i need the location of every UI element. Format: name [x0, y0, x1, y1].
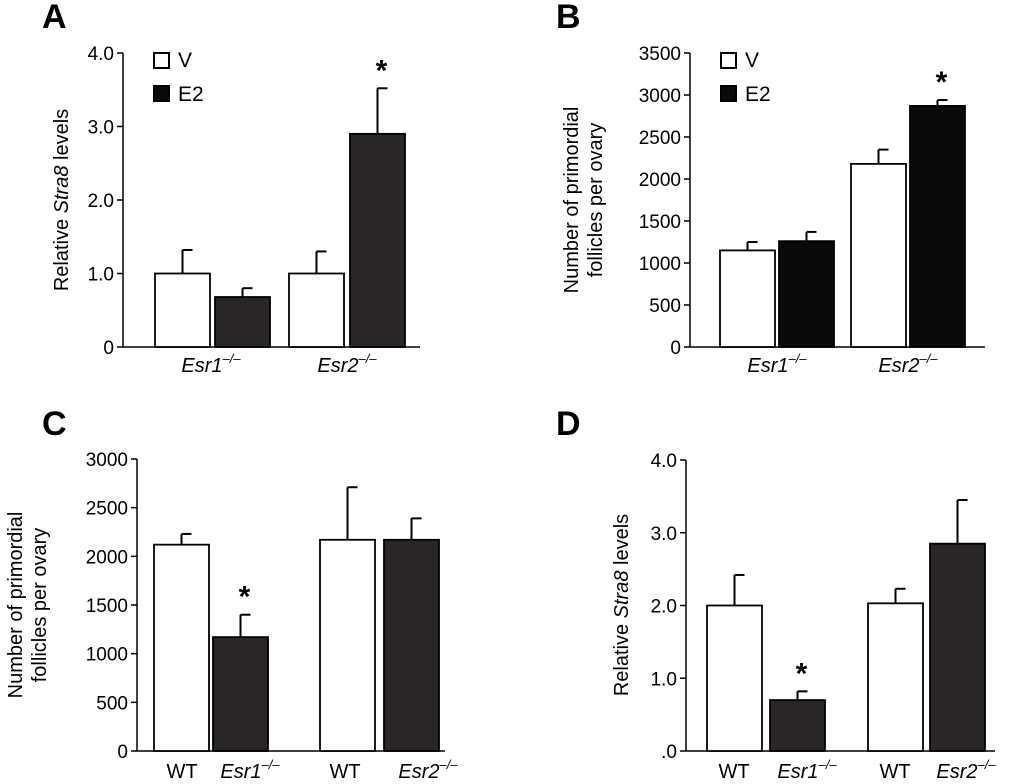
y-tick-label-c: 500	[96, 693, 128, 714]
x-category-label-b: Esr2–/–	[878, 351, 938, 377]
panel-letter-a: A	[42, 0, 67, 36]
y-tick-label-c: 0	[117, 742, 128, 763]
y-tick-label-b: 2500	[639, 128, 681, 149]
legend-label-v-b: V	[745, 49, 759, 72]
bar-c-2	[319, 538, 376, 752]
y-tick-label-d: 1.0	[651, 669, 677, 690]
significance-star-c: *	[239, 581, 251, 614]
bar-b-2	[850, 162, 907, 348]
significance-star-a: *	[376, 54, 388, 87]
panel-letter-d: D	[556, 405, 581, 443]
y-tick-label-b: 2000	[639, 170, 681, 191]
panel-letter-c: C	[42, 405, 67, 443]
bar-a-3	[349, 132, 406, 348]
panel-c: C 0 500 1000 1500 2000 2500 3000 * WT Esr1–/– WT Es…	[5, 405, 458, 783]
y-axis-label-b-line1: Number of primordial	[561, 107, 583, 294]
y-tick-label-a: 0	[103, 338, 114, 359]
y-tick-label-c: 2000	[86, 547, 128, 568]
bar-a-0	[154, 272, 211, 348]
y-tick-label-b: 500	[649, 296, 681, 317]
y-axis-label-c-line1: Number of primordial	[5, 512, 27, 699]
y-tick-label-b: 1000	[639, 254, 681, 275]
bar-d-1	[769, 699, 826, 752]
bar-c-1	[212, 636, 269, 752]
x-category-label-d: WT	[718, 761, 749, 783]
panel-b: B 0 500 1000 1500 2000 2500 3000 3500 * Esr1–/– Es…	[556, 0, 985, 377]
bar-a-1	[214, 296, 271, 348]
axes-a: 0 1.0 2.0 3.0 4.0 * Esr1–/– Esr2–/–	[88, 44, 420, 377]
x-category-label-b: Esr1–/–	[747, 351, 807, 377]
panel-d: D .0 1.0 2.0 3.0 4.0 * WT Esr1–/– WT Esr2–/– Rela…	[556, 405, 996, 783]
y-axis-label-d: Relative Stra8 levels	[611, 514, 633, 696]
y-tick-label-b: 0	[670, 338, 681, 359]
y-tick-label-a: 3.0	[88, 118, 114, 139]
y-tick-label-d: 2.0	[651, 597, 677, 618]
y-tick-label-c: 1500	[86, 596, 128, 617]
y-tick-label-a: 2.0	[88, 191, 114, 212]
panel-a: A 0 1.0 2.0 3.0 4.0 * Esr1–/– Esr2–/– Relative …	[42, 0, 420, 377]
legend-label-e2-b: E2	[745, 83, 771, 106]
y-axis-label-b-line2: follicles per ovary	[585, 123, 607, 278]
bar-b-3	[909, 105, 966, 348]
y-axis-label-a: Relative Stra8 levels	[51, 109, 73, 291]
bar-d-2	[867, 602, 924, 752]
legend-label-v-a: V	[178, 49, 192, 72]
legend-swatch-e2-a	[153, 85, 170, 102]
axes-c: 0 500 1000 1500 2000 2500 3000 * WT Esr1–/– WT Esr2…	[86, 450, 459, 783]
x-category-label-c: Esr1–/–	[220, 757, 280, 783]
legend-label-e2-a: E2	[178, 83, 204, 106]
legend-swatch-v-b	[720, 52, 737, 69]
y-tick-label-c: 1000	[86, 645, 128, 666]
y-tick-label-d: 3.0	[651, 524, 677, 545]
axes-d: .0 1.0 2.0 3.0 4.0 * WT Esr1–/– WT Esr2–/–	[651, 451, 997, 783]
bar-c-0	[153, 543, 210, 752]
x-category-label-c: WT	[166, 761, 197, 783]
x-category-label-a: Esr1–/–	[181, 351, 241, 377]
y-tick-label-c: 2500	[86, 499, 128, 520]
x-category-label-c: Esr2–/–	[398, 757, 458, 783]
significance-star-d: *	[796, 657, 808, 690]
x-category-label-d: WT	[879, 761, 910, 783]
y-tick-label-b: 3500	[639, 44, 681, 65]
axes-b: 0 500 1000 1500 2000 2500 3000 3500 * Esr1–/– Esr2…	[639, 44, 985, 377]
y-tick-label-a: 1.0	[88, 265, 114, 286]
y-tick-label-b: 3000	[639, 86, 681, 107]
legend-a: V E2	[153, 49, 204, 106]
bar-c-3	[383, 538, 440, 752]
bar-d-0	[706, 604, 763, 752]
bar-d-3	[929, 542, 986, 752]
bar-b-0	[719, 249, 776, 348]
x-category-label-c: WT	[329, 761, 360, 783]
significance-star-b: *	[936, 66, 948, 99]
bar-a-2	[288, 272, 345, 348]
legend-b: V E2	[720, 49, 771, 106]
panel-letter-b: B	[556, 0, 581, 36]
y-tick-label-d: 4.0	[651, 451, 677, 472]
y-tick-label-c: 3000	[86, 450, 128, 471]
y-tick-label-b: 1500	[639, 212, 681, 233]
x-category-label-d: Esr2–/–	[936, 757, 996, 783]
legend-swatch-v-a	[153, 52, 170, 69]
y-tick-label-a: 4.0	[88, 44, 114, 65]
y-tick-label-d: .0	[661, 742, 677, 763]
legend-swatch-e2-b	[720, 85, 737, 102]
x-category-label-d: Esr1–/–	[777, 757, 837, 783]
y-axis-label-c-line2: follicles per ovary	[29, 528, 51, 683]
bar-b-1	[778, 240, 835, 348]
x-category-label-a: Esr2–/–	[317, 351, 377, 377]
